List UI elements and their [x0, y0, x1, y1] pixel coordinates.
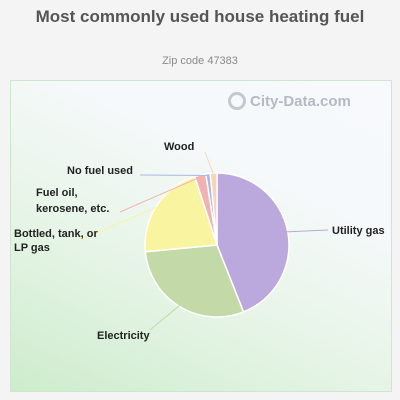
- leader-line-electricity: [149, 304, 181, 331]
- pie-slice-bottled-gas: [144, 175, 219, 253]
- slice-label-no-fuel: No fuel used: [67, 165, 133, 177]
- leader-line-wood: [204, 151, 215, 176]
- watermark-icon: [228, 92, 246, 110]
- slice-label-utility-gas: Utility gas: [332, 225, 385, 237]
- watermark-text: City-Data.com: [250, 92, 351, 110]
- pie-slice-electricity: [144, 244, 245, 318]
- leader-line-bottled-gas: [79, 206, 159, 241]
- watermark: City-Data.com: [228, 92, 351, 110]
- slice-label-bottled-gas: Bottled, tank, or LP gas: [14, 228, 101, 254]
- slice-label-fuel-oil-line2: kerosene, etc.: [36, 203, 109, 215]
- leader-lines: [79, 151, 329, 331]
- slice-label-fuel-oil-line1: Fuel oil,: [36, 187, 78, 199]
- slice-label-bottled-gas-line1: Bottled, tank, or: [14, 228, 98, 240]
- leader-line-no-fuel: [139, 174, 209, 177]
- slice-label-electricity: Electricity: [97, 330, 150, 342]
- leader-line-utility-gas: [285, 229, 329, 233]
- slice-label-fuel-oil: Fuel oil, kerosene, etc.: [36, 187, 109, 215]
- chart-title: Most commonly used house heating fuel: [35, 7, 365, 26]
- leader-line-fuel-oil: [119, 176, 201, 213]
- pie-slices: [144, 172, 290, 318]
- chart-subtitle: Zip code 47383: [162, 55, 238, 67]
- slice-label-wood: Wood: [164, 141, 194, 153]
- slice-label-bottled-gas-line2: LP gas: [14, 242, 50, 254]
- pie-slice-wood: [209, 172, 218, 246]
